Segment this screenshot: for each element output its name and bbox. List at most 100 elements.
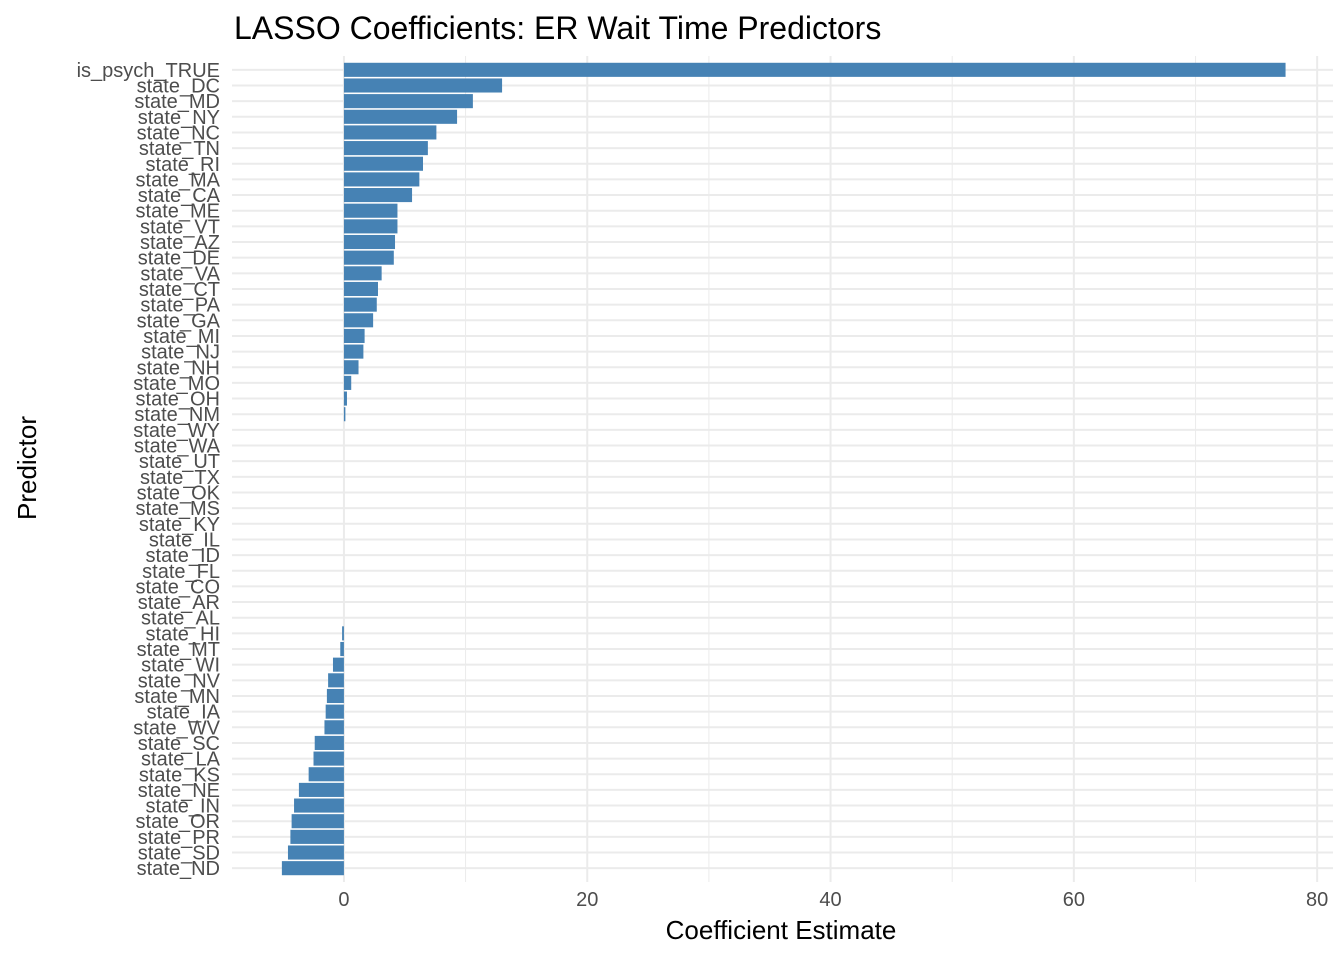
- chart-title: LASSO Coefficients: ER Wait Time Predict…: [234, 10, 882, 46]
- bar-state_MD: [343, 94, 473, 109]
- bar-state_VT: [343, 219, 398, 234]
- y-tick-label: state_NJ: [141, 342, 220, 364]
- y-tick-label: state_KY: [139, 514, 220, 536]
- bar-state_NC: [343, 125, 437, 140]
- bar-state_AZ: [343, 234, 396, 250]
- bar-state_NM: [343, 407, 346, 422]
- bar-state_SD: [287, 845, 344, 860]
- grid-minor: [465, 56, 1197, 882]
- y-axis-title: Predictor: [12, 416, 42, 520]
- y-tick-label: is_psych_TRUE: [77, 60, 220, 82]
- bar-state_IN: [294, 798, 344, 813]
- bar-state_TN: [343, 141, 428, 156]
- bar-state_ND: [281, 861, 344, 876]
- y-tick-labels: is_psych_TRUEstate_DCstate_MDstate_NYsta…: [77, 60, 221, 880]
- y-tick-label: state_DE: [138, 248, 220, 270]
- bar-state_ME: [343, 203, 398, 218]
- bar-state_HI: [342, 626, 344, 641]
- y-tick-label: state_WA: [134, 436, 221, 458]
- y-tick-label: state_SD: [138, 843, 220, 865]
- bar-is_psych_TRUE: [343, 62, 1286, 77]
- bar-state_MA: [343, 172, 420, 187]
- y-tick-label: state_IN: [146, 796, 220, 818]
- y-tick-label: state_GA: [137, 310, 221, 332]
- y-tick-label: state_MS: [136, 498, 220, 520]
- x-tick-label: 0: [338, 889, 349, 911]
- bar-state_MT: [340, 641, 344, 657]
- bar-state_OR: [291, 814, 344, 829]
- bar-state_KS: [308, 767, 344, 782]
- y-tick-label: state_MI: [143, 326, 220, 348]
- y-tick-label: state_MT: [137, 639, 220, 661]
- bar-state_NH: [343, 360, 359, 375]
- bar-state_RI: [343, 156, 424, 171]
- y-tick-label: state_HI: [146, 623, 220, 645]
- bar-state_PR: [290, 829, 344, 844]
- y-tick-label: state_SC: [138, 733, 220, 755]
- y-tick-label: state_PA: [140, 295, 220, 317]
- y-tick-label: state_DC: [137, 75, 220, 97]
- y-tick-label: state_FL: [142, 561, 220, 583]
- bar-state_IA: [325, 704, 344, 719]
- bar-state_DE: [343, 250, 394, 265]
- y-tick-label: state_VT: [140, 216, 220, 238]
- y-tick-label: state_CT: [139, 279, 220, 301]
- y-tick-label: state_MA: [136, 169, 221, 191]
- bar-state_GA: [343, 313, 374, 328]
- y-tick-label: state_ND: [137, 858, 220, 880]
- y-tick-label: state_TN: [139, 138, 220, 160]
- x-tick-label: 40: [819, 889, 841, 911]
- y-tick-label: state_ME: [136, 201, 220, 223]
- bar-state_VA: [343, 266, 382, 281]
- bars: [281, 62, 1286, 876]
- y-tick-label: state_CO: [136, 576, 220, 598]
- bar-state_NJ: [343, 344, 364, 359]
- y-tick-label: state_WY: [133, 420, 220, 442]
- y-tick-label: state_AL: [141, 608, 220, 630]
- y-tick-label: state_MO: [133, 373, 220, 395]
- y-tick-label: state_MD: [134, 91, 220, 113]
- y-tick-label: state_UT: [139, 451, 220, 473]
- bar-state_MI: [343, 328, 365, 343]
- bar-state_OH: [343, 391, 347, 406]
- y-tick-label: state_TX: [140, 467, 220, 489]
- bar-state_WI: [332, 657, 344, 672]
- y-tick-label: state_WI: [141, 655, 220, 677]
- y-tick-label: state_NY: [138, 107, 220, 129]
- y-tick-label: state_OR: [136, 811, 220, 833]
- x-axis-title: Coefficient Estimate: [666, 915, 897, 945]
- y-tick-label: state_NV: [138, 670, 221, 692]
- y-tick-label: state_RI: [146, 154, 220, 176]
- y-tick-label: state_LA: [141, 749, 221, 771]
- y-tick-label: state_AZ: [140, 232, 220, 254]
- y-tick-label: state_AR: [138, 592, 220, 614]
- y-tick-label: state_NM: [134, 404, 220, 426]
- bar-state_SC: [314, 735, 344, 750]
- bar-state_LA: [313, 751, 344, 766]
- y-tick-label: state_NC: [137, 122, 220, 144]
- x-tick-label: 80: [1306, 889, 1328, 911]
- bar-state_CT: [343, 281, 378, 297]
- y-tick-label: state_IL: [149, 529, 220, 551]
- x-tick-label: 60: [1063, 889, 1085, 911]
- y-tick-label: state_NE: [138, 780, 220, 802]
- y-tick-label: state_VA: [140, 263, 220, 285]
- y-tick-label: state_OK: [137, 482, 221, 504]
- y-tick-label: state_PR: [138, 827, 220, 849]
- bar-state_NV: [328, 673, 344, 688]
- y-tick-label: state_WV: [133, 717, 220, 739]
- bar-state_DC: [343, 78, 503, 93]
- bar-state_WV: [324, 720, 344, 735]
- bar-state_PA: [343, 297, 377, 312]
- bar-state_NE: [298, 782, 344, 797]
- y-tick-label: state_OH: [136, 389, 220, 411]
- bar-state_MN: [326, 688, 344, 704]
- y-tick-label: state_KS: [139, 764, 220, 786]
- bar-state_MO: [343, 375, 352, 390]
- bar-state_CA: [343, 188, 413, 203]
- y-tick-label: state_ID: [146, 545, 220, 567]
- bar-state_NY: [343, 109, 458, 124]
- y-tick-label: state_NH: [137, 357, 220, 379]
- x-tick-label: 20: [576, 889, 598, 911]
